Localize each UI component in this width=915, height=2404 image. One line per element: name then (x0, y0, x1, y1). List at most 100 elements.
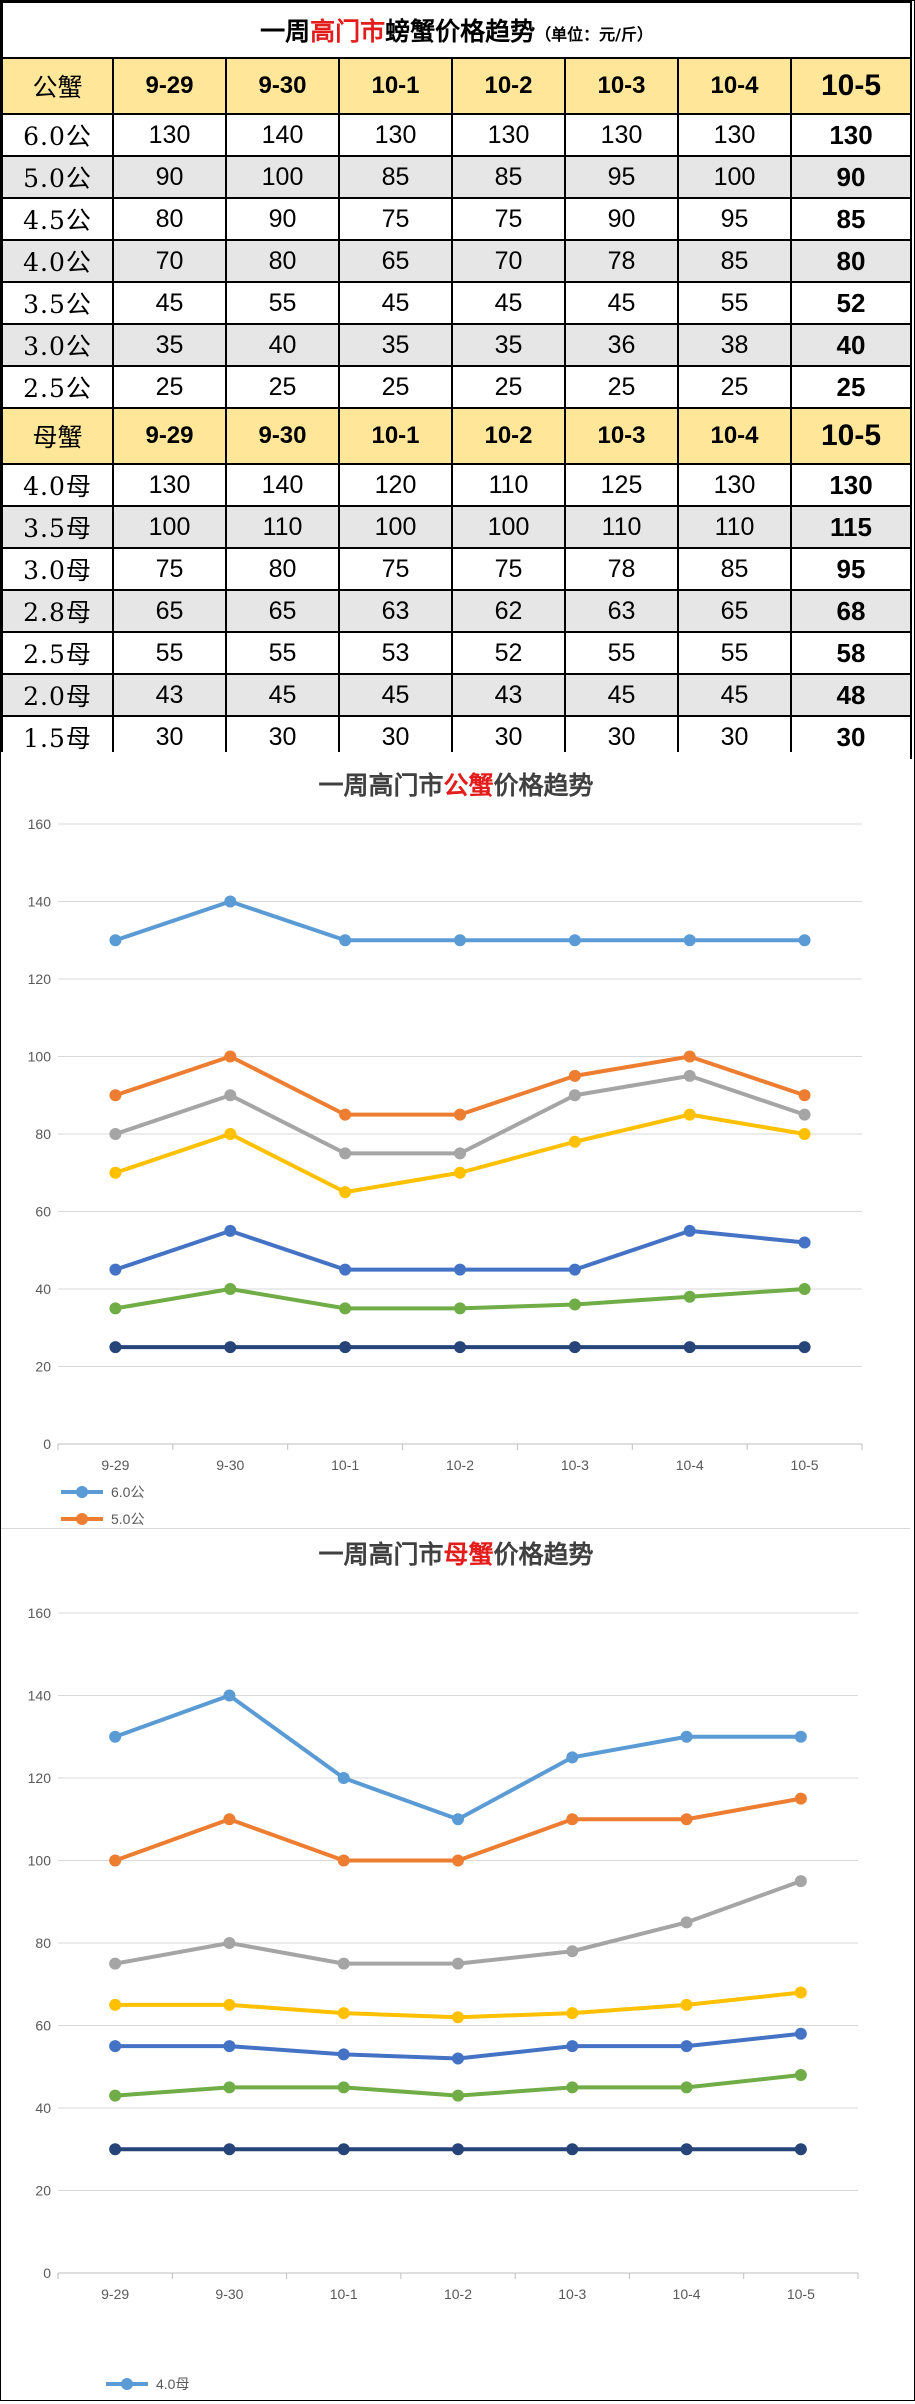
chart-title-suffix: 价格趋势 (494, 1540, 594, 1569)
female-table-row: 3.0母 75 80 75 75 78 85 95 (1, 547, 913, 591)
data-point (568, 934, 581, 947)
price-cell: 125 (564, 463, 679, 507)
x-tick-label: 10-5 (791, 1457, 819, 1473)
data-point (683, 1108, 696, 1121)
chart-title: 一周高门市公蟹价格趋势 (318, 771, 593, 800)
size-label: 2.8母 (1, 589, 114, 633)
data-point (109, 1854, 122, 1867)
price-cell: 45 (677, 673, 792, 717)
price-cell: 130 (789, 113, 913, 157)
chart-title-suffix: 价格趋势 (494, 771, 594, 800)
data-point (680, 2143, 693, 2156)
data-point (337, 2081, 350, 2094)
price-cell: 80 (225, 239, 340, 283)
male-crab-chart: 一周高门市公蟹价格趋势 0 20 40 60 80 100 120 140 160 9-29 9-30… (1, 752, 910, 1528)
data-point (454, 1147, 466, 1160)
price-cell: 43 (112, 673, 227, 717)
price-cell: 40 (789, 323, 913, 367)
price-cell: 95 (677, 197, 792, 241)
data-point (794, 1730, 807, 1743)
data-point (224, 1128, 237, 1140)
female-table-row: 2.8母 65 65 63 62 63 65 68 (1, 589, 913, 633)
y-tick-label: 0 (43, 1436, 51, 1452)
data-point (798, 1128, 811, 1140)
data-point (337, 1854, 350, 1867)
data-point (794, 1875, 807, 1888)
price-cell: 45 (338, 281, 453, 325)
data-point (794, 2069, 807, 2081)
data-point (566, 1945, 579, 1958)
price-cell: 65 (677, 589, 792, 633)
price-cell: 100 (451, 505, 566, 549)
data-point (224, 1050, 237, 1063)
price-cell: 140 (225, 463, 340, 507)
size-label: 4.5公 (1, 197, 114, 241)
price-cell: 130 (338, 113, 453, 157)
title-highlight: 高门市 (310, 17, 386, 46)
data-point (223, 2040, 236, 2053)
price-cell: 55 (225, 281, 340, 325)
price-cell: 110 (451, 463, 566, 507)
y-tick-label: 80 (35, 1935, 51, 1951)
x-tick-label: 10-5 (787, 2286, 815, 2302)
data-point (798, 1283, 811, 1295)
x-tick-label: 10-4 (673, 2286, 701, 2302)
legend-label: 4.0母 (156, 2376, 189, 2392)
male-header-date: 10-3 (564, 57, 679, 115)
data-point (339, 1108, 352, 1121)
price-cell: 75 (338, 197, 453, 241)
price-cell: 75 (451, 197, 566, 241)
data-point (680, 2081, 693, 2094)
data-point (339, 1341, 352, 1354)
data-point (798, 1108, 811, 1121)
size-label: 6.0公 (1, 113, 114, 157)
data-point (568, 1298, 581, 1311)
female-header-date: 9-29 (112, 407, 227, 465)
legend-label: 5.0公 (111, 1511, 144, 1527)
title-prefix: 一周 (260, 17, 311, 46)
price-cell: 80 (225, 547, 340, 591)
price-cell: 52 (451, 631, 566, 675)
data-point (452, 2011, 464, 2024)
data-point (683, 934, 696, 947)
price-cell: 55 (225, 631, 340, 675)
price-cell: 25 (677, 365, 792, 409)
y-tick-label: 100 (28, 1853, 52, 1869)
data-point (566, 2081, 579, 2094)
x-tick-label: 10-2 (446, 1457, 474, 1473)
data-point (224, 1283, 237, 1295)
male-header-date: 10-2 (451, 57, 566, 115)
table-title: 一周高门市螃蟹价格趋势（单位：元/斤） (0, 1, 913, 59)
price-cell: 25 (225, 365, 340, 409)
legend-marker (76, 1513, 88, 1525)
female-table-row: 2.5母 55 55 53 52 55 55 58 (1, 631, 913, 675)
title-suffix: 螃蟹价格趋势 (385, 17, 536, 46)
data-point (109, 2040, 122, 2053)
male-table-row: 6.0公 130 140 130 130 130 130 130 (1, 113, 913, 157)
price-cell: 120 (338, 463, 453, 507)
male-header-date: 10-4 (677, 57, 792, 115)
male-header-date: 9-29 (112, 57, 227, 115)
data-point (683, 1290, 696, 1303)
data-point (337, 1772, 350, 1784)
x-tick-label: 10-3 (561, 1457, 589, 1473)
data-point (339, 934, 352, 947)
price-cell: 30 (112, 715, 227, 759)
data-point (109, 2089, 122, 2102)
x-tick-label: 10-2 (444, 2286, 472, 2302)
price-cell: 45 (564, 673, 679, 717)
price-table: 一周高门市螃蟹价格趋势（单位：元/斤） 公蟹 9-29 9-30 10-1 10-2 10… (0, 1, 913, 759)
data-point (454, 1108, 466, 1121)
size-label: 4.0公 (1, 239, 114, 283)
price-cell: 110 (677, 505, 792, 549)
price-cell: 30 (338, 715, 453, 759)
data-point (454, 1341, 466, 1354)
price-cell: 130 (112, 463, 227, 507)
data-point (798, 1236, 811, 1249)
price-cell: 63 (338, 589, 453, 633)
chart-title: 一周高门市母蟹价格趋势 (318, 1540, 593, 1569)
price-cell: 62 (451, 589, 566, 633)
title-unit: （单位：元/斤） (535, 25, 653, 44)
price-cell: 75 (112, 547, 227, 591)
size-label: 5.0公 (1, 155, 114, 199)
